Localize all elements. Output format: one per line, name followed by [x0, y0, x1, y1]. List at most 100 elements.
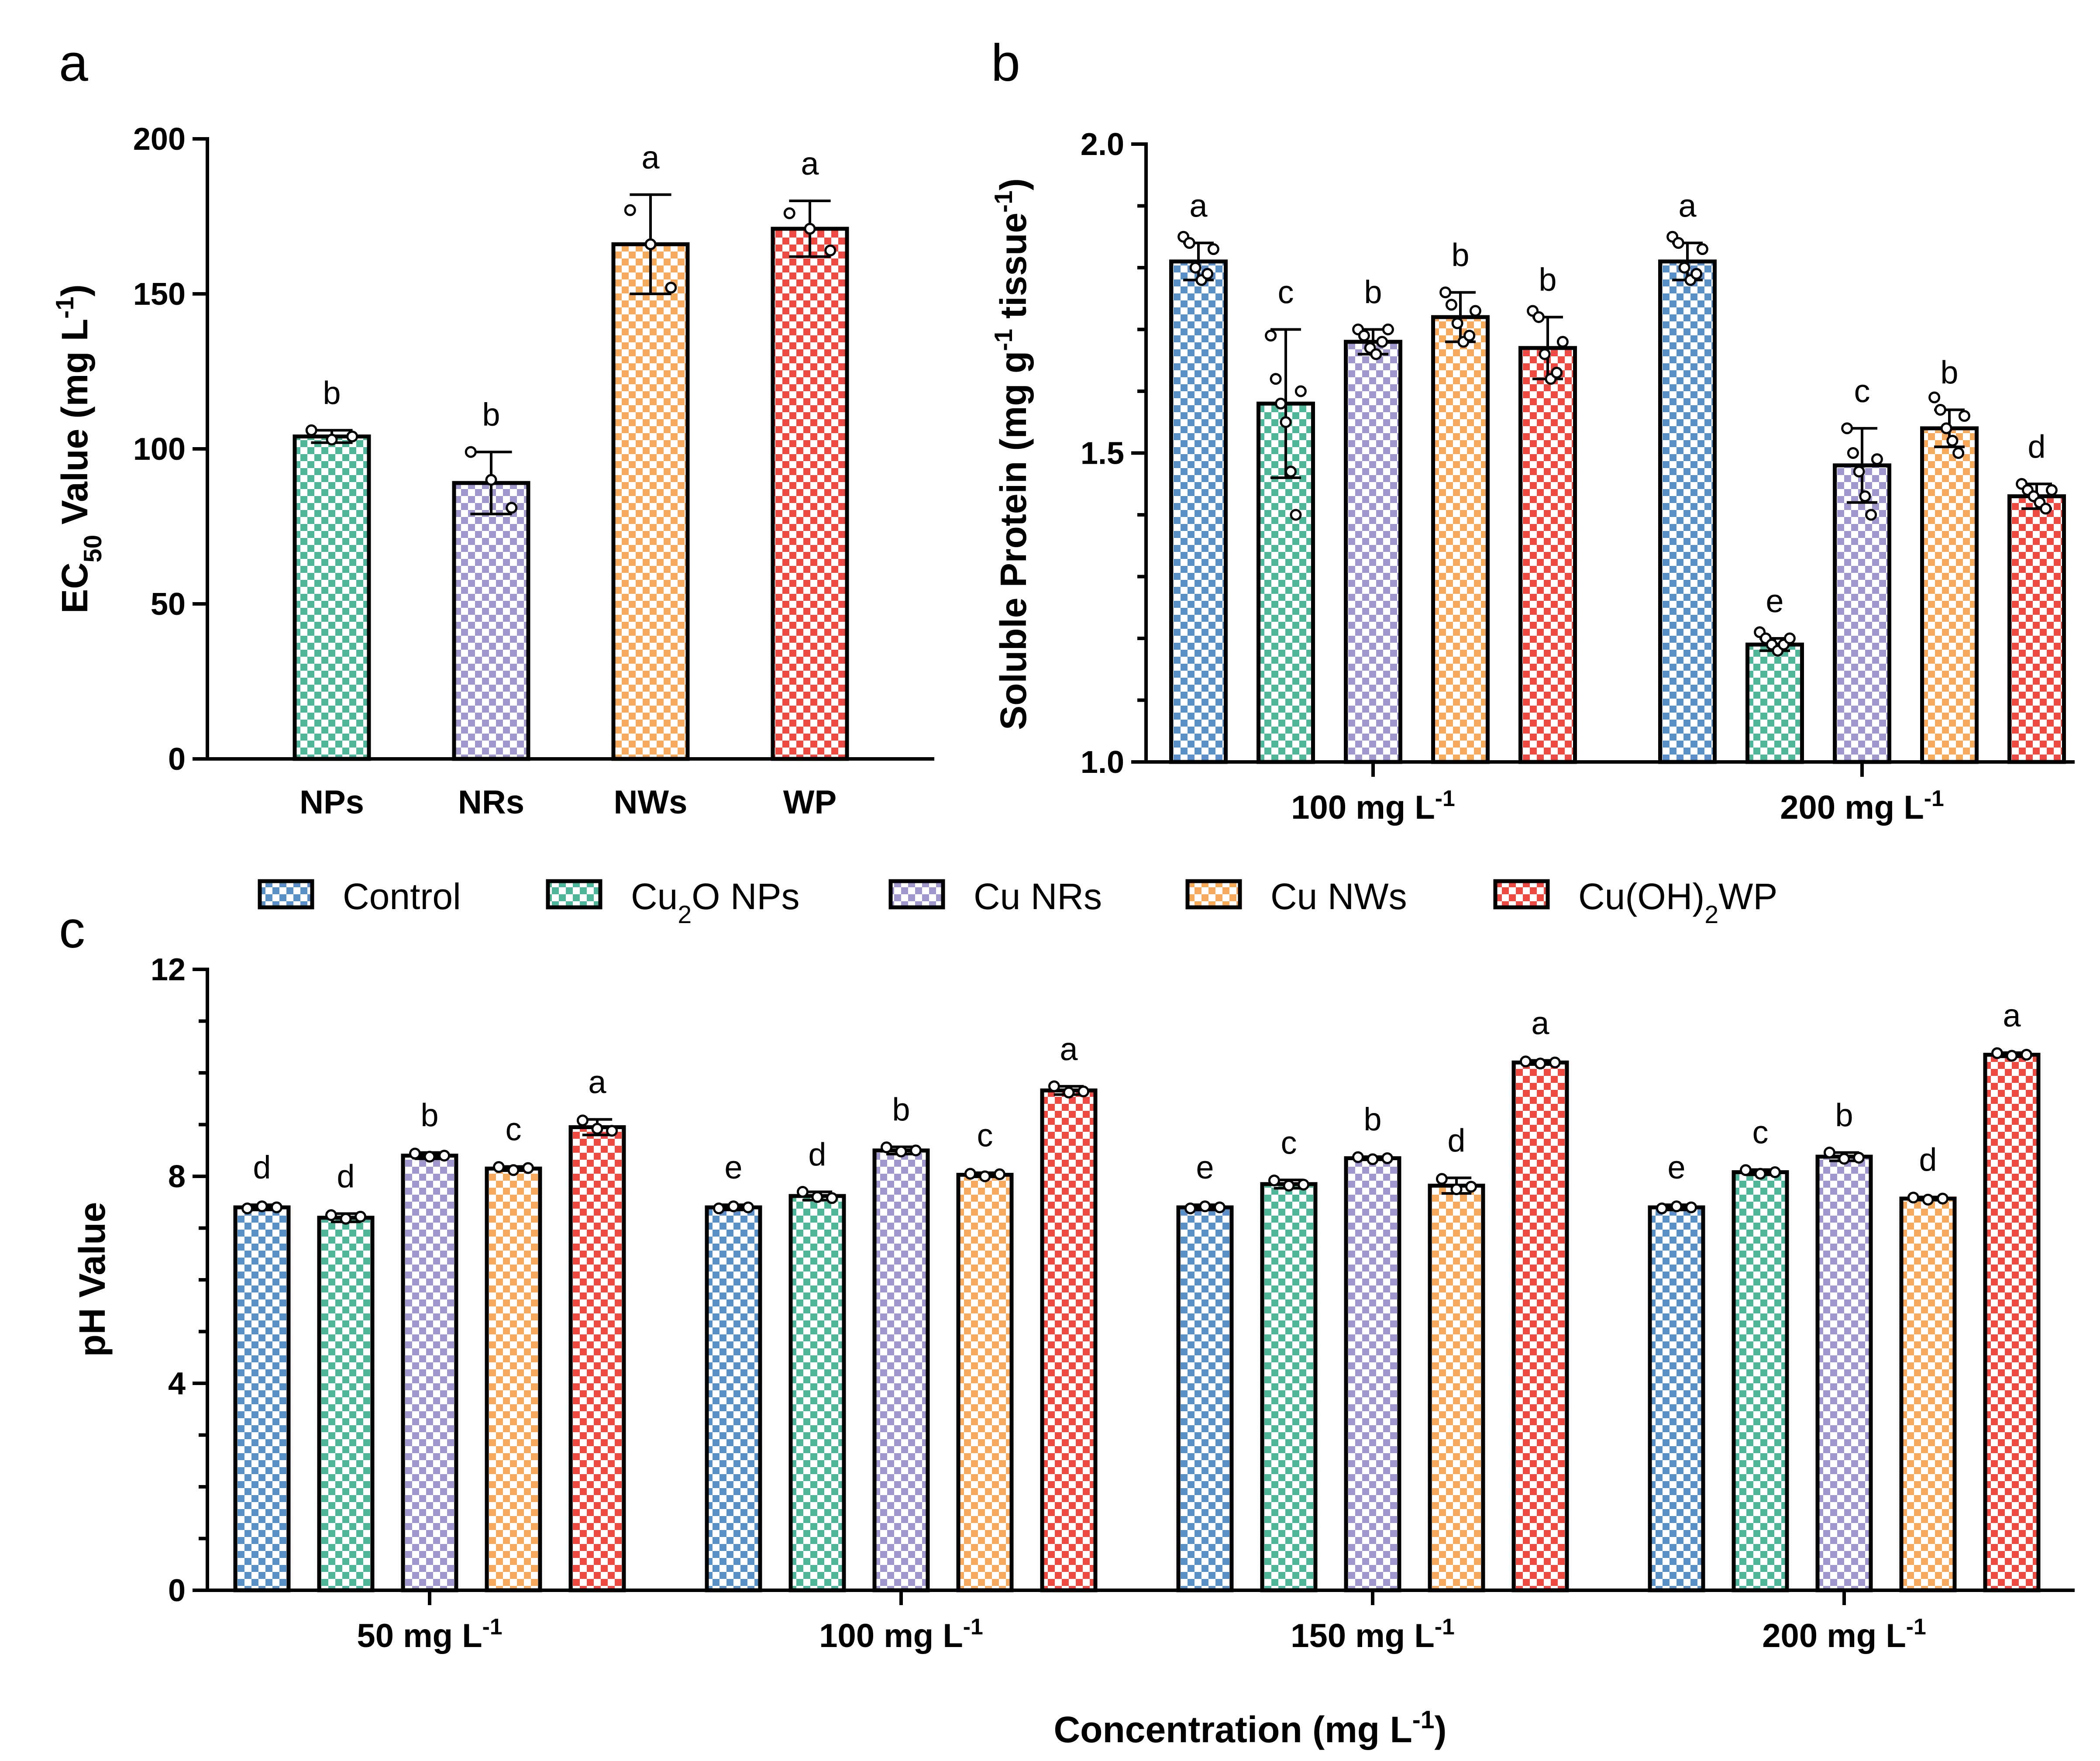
data-point	[824, 245, 837, 257]
bar-cu-nws: c	[956, 1117, 1014, 1592]
data-point	[1283, 1179, 1295, 1192]
bar-group: e c b d a 150 mg L-1	[1176, 1005, 1569, 1654]
bar-rect	[872, 1148, 930, 1592]
data-point	[438, 1150, 451, 1162]
bar-cu2o-nps: c	[1260, 1124, 1318, 1592]
data-point	[326, 434, 338, 446]
data-point	[1946, 434, 1959, 447]
bar-group: d d b c a 50 mg L-1	[233, 1064, 626, 1654]
data-point	[910, 1144, 922, 1157]
bar-cu2o-nps: e	[1745, 583, 1804, 764]
significance-letter: e	[724, 1149, 742, 1185]
data-point	[271, 1201, 283, 1213]
data-point	[994, 1168, 1006, 1180]
data-point	[1275, 397, 1287, 410]
data-point	[1439, 286, 1452, 299]
data-point	[826, 1192, 838, 1204]
data-point	[1696, 243, 1708, 255]
data-point	[644, 238, 657, 250]
data-point	[1823, 1146, 1835, 1158]
significance-letter: a	[641, 139, 660, 176]
significance-letter: e	[1766, 583, 1783, 619]
bar-cu-oh-2wp: d	[2007, 428, 2066, 764]
data-point	[507, 1164, 520, 1176]
significance-letter: b	[482, 396, 500, 433]
legend-item-cu2o-nps: Cu2O NPs	[546, 876, 800, 929]
y-tick-label: 200	[133, 122, 186, 157]
data-point	[1376, 336, 1388, 348]
significance-letter: a	[1060, 1031, 1078, 1067]
data-point	[1539, 348, 1551, 360]
data-point	[340, 1213, 352, 1225]
bar-rect	[1983, 1053, 2041, 1592]
data-point	[1352, 1151, 1364, 1163]
data-point	[591, 1123, 603, 1135]
y-axis-title: pH Value	[72, 1202, 113, 1357]
bar-cu-nrs: b	[452, 396, 530, 761]
x-category-label: NPs	[300, 784, 364, 821]
y-tick-label: 100	[133, 432, 186, 467]
bar-control: e	[705, 1149, 762, 1592]
legend-swatch	[1493, 879, 1550, 910]
legend-swatch	[1185, 879, 1242, 910]
bar-group: a e c b d 200 mg L-1	[1658, 187, 2066, 826]
significance-letter: b	[1539, 262, 1556, 298]
data-point	[811, 1191, 823, 1203]
data-point	[1940, 422, 1952, 434]
data-point	[1853, 465, 1865, 478]
bar-rect	[1658, 259, 1717, 764]
data-point	[2040, 503, 2052, 515]
data-point	[1265, 330, 1277, 342]
bar-cu-nws: b	[1431, 237, 1490, 764]
bar-cu-oh-2wp: a	[1983, 997, 2041, 1592]
data-point	[1556, 336, 1569, 348]
panel-label-b: b	[991, 34, 1020, 92]
bar-rect	[485, 1166, 542, 1592]
bar-control: a	[1658, 187, 1717, 764]
data-point	[964, 1168, 976, 1180]
data-point	[1534, 1058, 1546, 1070]
bar-control: a	[1169, 187, 1228, 764]
bar-control: e	[1648, 1149, 1705, 1592]
bar-group: e c b d a 200 mg L-1	[1648, 997, 2041, 1654]
data-point	[1859, 490, 1871, 503]
bar-cu2o-nps: c	[1732, 1114, 1789, 1592]
data-point	[1063, 1086, 1075, 1099]
bar-rect	[1815, 1154, 1873, 1592]
data-point	[1381, 1152, 1394, 1165]
significance-letter: a	[2003, 997, 2021, 1034]
data-point	[979, 1170, 991, 1182]
bar-cu-oh-2wp: a	[568, 1064, 626, 1592]
data-point	[1445, 299, 1457, 311]
bar-rect	[2007, 494, 2066, 764]
data-point	[1214, 1201, 1226, 1213]
data-point	[1199, 1200, 1211, 1213]
bar-cu-nws: b	[1920, 354, 1979, 764]
data-point	[1298, 1179, 1310, 1191]
bar-rect	[1518, 346, 1577, 764]
data-point	[1670, 1200, 1683, 1213]
bar-rect	[1169, 259, 1228, 764]
data-point	[1048, 1080, 1060, 1092]
bar-cu-oh-2wp: a	[771, 145, 849, 761]
data-point	[1184, 1202, 1196, 1214]
bar-cu2o-nps: b	[293, 375, 371, 761]
bar-cu-nws: c	[485, 1111, 542, 1592]
x-category-label: NRs	[458, 784, 524, 821]
data-point	[1685, 1201, 1697, 1213]
significance-letter: a	[801, 145, 819, 182]
bar-rect	[705, 1205, 762, 1592]
bar-control: d	[233, 1149, 291, 1592]
bar-rect	[1260, 1182, 1318, 1592]
data-point	[355, 1210, 367, 1223]
data-point	[1207, 243, 1219, 255]
x-group-label: 200 mg L-1	[1762, 1614, 1926, 1654]
data-point	[1519, 1055, 1532, 1068]
data-point	[1958, 410, 1970, 422]
data-point	[522, 1162, 534, 1174]
bar-cu-nrs: b	[1815, 1097, 1873, 1592]
bar-rect	[317, 1216, 375, 1592]
bar-rect	[568, 1125, 626, 1592]
data-point	[1280, 416, 1292, 428]
